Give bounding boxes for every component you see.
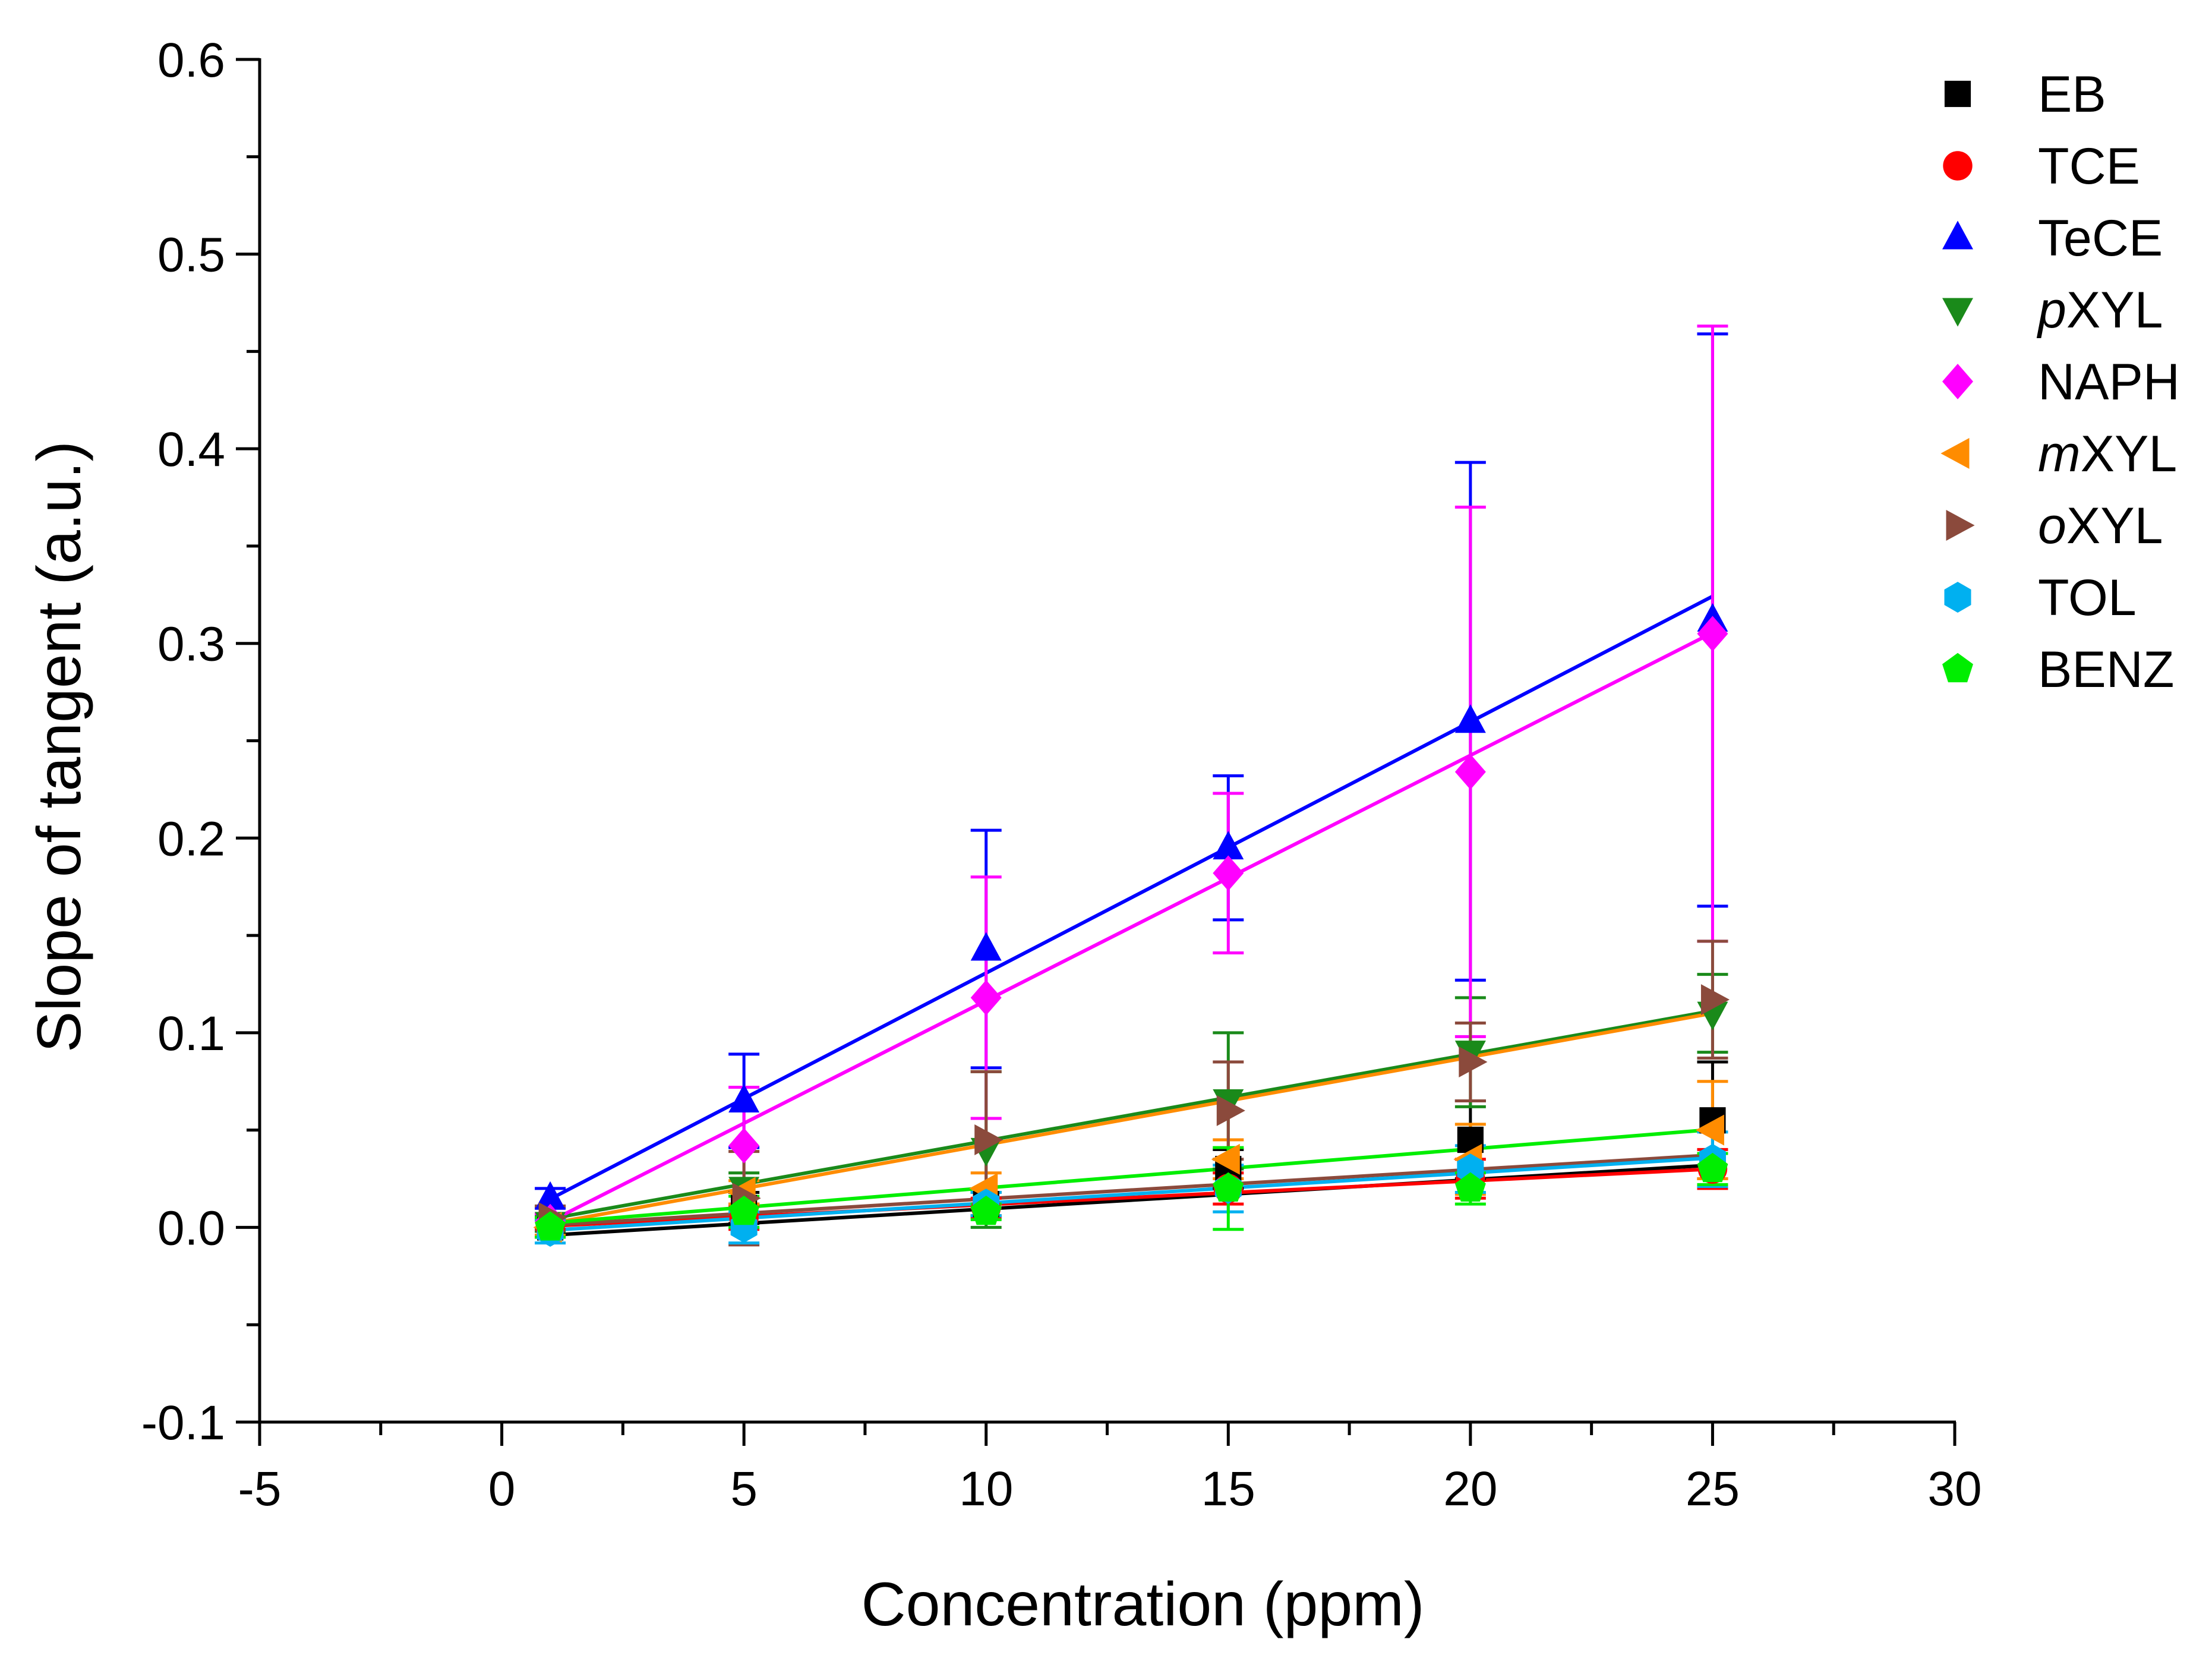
data-point-benz <box>728 1195 760 1225</box>
fit-line-mxyl <box>550 1011 1713 1225</box>
y-tick-label: 0.4 <box>157 423 225 477</box>
legend-marker-tece <box>1942 220 1973 250</box>
y-tick-label: 0.3 <box>157 617 225 672</box>
data-point-naph <box>970 979 1002 1016</box>
y-tick-label: 0.6 <box>157 33 225 87</box>
data-point-naph <box>1454 754 1486 790</box>
error-bars <box>535 324 1728 1247</box>
fit-line-pxyl <box>550 1009 1713 1221</box>
data-point-naph <box>1697 616 1728 652</box>
data-point-oxyl <box>1700 984 1730 1016</box>
fit-line-oxyl <box>550 1153 1713 1227</box>
legend-marker-pxyl <box>1942 298 1973 327</box>
legend-label-mxyl: mXYL <box>2038 425 2177 483</box>
x-tick-label: 5 <box>730 1462 758 1516</box>
x-tick-label: 25 <box>1686 1462 1740 1516</box>
legend-label-benz: BENZ <box>2038 641 2174 698</box>
legend-label-text: BENZ <box>2038 641 2174 698</box>
data-point-oxyl <box>974 1124 1004 1156</box>
data-point-tece <box>1454 704 1486 733</box>
legend-marker-tol <box>1944 582 1971 613</box>
legend-label-text: TCE <box>2038 138 2140 195</box>
legend-label-text: NAPH <box>2038 354 2180 411</box>
fit-line-naph <box>549 631 1714 1223</box>
data-point-mxyl <box>1695 1114 1724 1146</box>
data-point-oxyl <box>1216 1095 1245 1126</box>
legend-label-text: XYL <box>2081 425 2178 483</box>
data-point-naph <box>1213 855 1244 891</box>
legend-label-text: TOL <box>2038 569 2137 626</box>
legend-marker-tce <box>1943 151 1973 181</box>
x-tick-label: 20 <box>1443 1462 1497 1516</box>
data-point-benz <box>1697 1152 1728 1183</box>
x-tick-label: 10 <box>959 1462 1013 1516</box>
data-point-mxyl <box>1211 1143 1240 1175</box>
data-point-benz <box>1454 1172 1486 1202</box>
legend-label-text: XYL <box>2066 282 2163 339</box>
data-point-tol <box>1457 1153 1484 1185</box>
data-point-benz <box>535 1211 566 1241</box>
x-tick-label: -5 <box>238 1462 282 1516</box>
legend-label-text: XYL <box>2066 497 2163 554</box>
legend-marker-oxyl <box>1946 510 1975 541</box>
x-tick-label: 15 <box>1201 1462 1255 1516</box>
legend-marker-naph <box>1942 364 1973 399</box>
data-point-benz <box>1213 1172 1244 1202</box>
legend-label-eb: EB <box>2038 66 2106 123</box>
data-point-naph <box>728 1127 760 1164</box>
legend-label-tol: TOL <box>2038 569 2137 626</box>
legend-label-oxyl: oXYL <box>2038 497 2163 554</box>
data-point-tece <box>1213 831 1244 860</box>
legend-marker-benz <box>1942 653 1973 683</box>
axes: -0.1 0.0 0.1 0.2 0.3 0.4 0.5 0.6 -5 0 5 10 15 20 25 30 C… <box>25 33 1982 1639</box>
legend-marker-eb <box>1944 80 1971 108</box>
legend-marker-mxyl <box>1940 438 1970 469</box>
data-point-tece <box>970 932 1002 961</box>
legend-label-text: EB <box>2038 66 2106 123</box>
data-point-benz <box>970 1195 1002 1225</box>
legend-label-prefix: o <box>2038 497 2066 554</box>
y-tick-label: 0.1 <box>157 1007 225 1061</box>
y-axis-title: Slope of tangent (a.u.) <box>25 441 94 1052</box>
legend-label-text: TeCE <box>2038 210 2163 267</box>
legend-label-tce: TCE <box>2038 138 2140 195</box>
x-tick-label: 0 <box>488 1462 516 1516</box>
legend-label-tece: TeCE <box>2038 210 2163 267</box>
data-point-tece <box>728 1083 760 1113</box>
legend-label-prefix: m <box>2038 425 2081 483</box>
y-tick-label: 0.2 <box>157 812 225 866</box>
fit-line-tece <box>549 594 1714 1201</box>
x-axis-title: Concentration (ppm) <box>862 1570 1425 1639</box>
x-tick-label: 30 <box>1927 1462 1981 1516</box>
legend-label-naph: NAPH <box>2038 354 2180 411</box>
y-tick-label: 0.5 <box>157 228 225 282</box>
data-point-tece <box>535 1181 566 1210</box>
fit-line-tol <box>550 1156 1713 1233</box>
legend-label-pxyl: pXYL <box>2036 282 2163 339</box>
legend-label-prefix: p <box>2036 282 2066 339</box>
data-markers <box>533 603 1730 1247</box>
y-tick-label: -0.1 <box>141 1396 225 1450</box>
y-tick-label: 0.0 <box>157 1201 225 1255</box>
data-point-oxyl <box>1459 1046 1488 1077</box>
fit-lines <box>549 594 1714 1237</box>
